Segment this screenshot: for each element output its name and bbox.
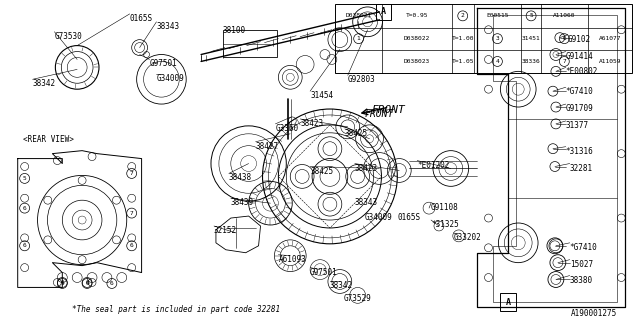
Text: 6: 6 xyxy=(110,281,114,286)
Bar xyxy=(335,4,632,73)
Text: A61093: A61093 xyxy=(278,255,306,264)
Text: *G7410: *G7410 xyxy=(566,87,593,96)
Text: 38425: 38425 xyxy=(345,129,368,138)
Text: 6: 6 xyxy=(23,243,26,248)
Text: 4: 4 xyxy=(495,59,499,64)
Text: G34009: G34009 xyxy=(365,213,392,222)
Text: T=0.95: T=0.95 xyxy=(406,13,428,18)
Text: *31316: *31316 xyxy=(566,147,593,156)
Text: D038022: D038022 xyxy=(404,36,430,41)
Text: 5: 5 xyxy=(60,281,64,286)
Text: E00515: E00515 xyxy=(486,13,509,18)
Bar xyxy=(376,4,392,20)
Text: D038023: D038023 xyxy=(404,59,430,64)
Text: G92803: G92803 xyxy=(348,75,376,84)
Text: G91709: G91709 xyxy=(566,104,593,113)
Text: A: A xyxy=(381,7,386,16)
Text: 38343: 38343 xyxy=(156,22,180,31)
Text: 32281: 32281 xyxy=(570,164,593,172)
Text: 2: 2 xyxy=(461,13,465,18)
Text: 7: 7 xyxy=(130,171,134,176)
Text: *G7410: *G7410 xyxy=(570,243,598,252)
Text: 15027: 15027 xyxy=(570,260,593,269)
Text: 7: 7 xyxy=(563,59,566,64)
Text: 6: 6 xyxy=(563,36,566,41)
Text: G97501: G97501 xyxy=(150,60,177,68)
Text: *The seal part is included in part code 32281: *The seal part is included in part code … xyxy=(72,305,280,314)
Text: 31451: 31451 xyxy=(522,36,541,41)
Text: G91414: G91414 xyxy=(566,52,593,60)
Text: A11059: A11059 xyxy=(598,59,621,64)
Text: *31325: *31325 xyxy=(431,220,459,229)
Text: <REAR VIEW>: <REAR VIEW> xyxy=(22,135,74,144)
Text: 38438: 38438 xyxy=(229,173,252,182)
Text: 1: 1 xyxy=(356,36,360,41)
Text: D038021: D038021 xyxy=(346,13,372,18)
Text: FRONT: FRONT xyxy=(365,109,394,119)
Text: G9102: G9102 xyxy=(568,35,591,44)
Text: A11060: A11060 xyxy=(553,13,575,18)
Text: 0165S: 0165S xyxy=(397,213,420,222)
Text: 31454: 31454 xyxy=(310,91,333,100)
Text: 38425: 38425 xyxy=(310,166,333,175)
Text: 6: 6 xyxy=(23,206,26,211)
Text: 38336: 38336 xyxy=(522,59,541,64)
Text: G73529: G73529 xyxy=(344,294,372,303)
Text: 7: 7 xyxy=(130,211,134,216)
Bar xyxy=(223,30,277,58)
Text: *E00802: *E00802 xyxy=(566,68,598,76)
Text: 31377: 31377 xyxy=(566,121,589,130)
Text: 38100: 38100 xyxy=(223,26,246,35)
Text: *E01202: *E01202 xyxy=(417,161,449,170)
Text: 38423: 38423 xyxy=(300,119,323,128)
Text: 3: 3 xyxy=(495,36,499,41)
Bar xyxy=(500,293,516,311)
Text: A: A xyxy=(506,298,511,307)
Text: A190001275: A190001275 xyxy=(571,309,618,318)
Text: 6: 6 xyxy=(60,280,64,285)
Text: FRONT: FRONT xyxy=(372,105,405,115)
Text: G3360: G3360 xyxy=(275,124,298,133)
Text: G73530: G73530 xyxy=(54,32,82,41)
Text: 38427: 38427 xyxy=(255,142,278,151)
Text: G97501: G97501 xyxy=(310,268,338,276)
Text: 38423: 38423 xyxy=(355,164,378,172)
Text: 38439: 38439 xyxy=(231,198,254,207)
Text: G34009: G34009 xyxy=(156,74,184,83)
Text: 38342: 38342 xyxy=(33,79,56,88)
Text: 6: 6 xyxy=(130,243,134,248)
Text: G91108: G91108 xyxy=(431,203,459,212)
Text: 0165S: 0165S xyxy=(130,14,153,23)
Text: 5: 5 xyxy=(529,13,533,18)
Text: 32152: 32152 xyxy=(214,226,237,235)
Text: 38380: 38380 xyxy=(570,276,593,284)
Text: 5: 5 xyxy=(23,176,26,181)
Text: 6: 6 xyxy=(85,281,89,286)
Text: 38343: 38343 xyxy=(355,198,378,207)
Text: 6: 6 xyxy=(85,280,89,285)
Text: A61077: A61077 xyxy=(598,36,621,41)
Text: 38342: 38342 xyxy=(330,282,353,291)
Text: G33202: G33202 xyxy=(454,233,481,242)
Text: T=1.00: T=1.00 xyxy=(451,36,474,41)
Text: T=1.05: T=1.05 xyxy=(451,59,474,64)
